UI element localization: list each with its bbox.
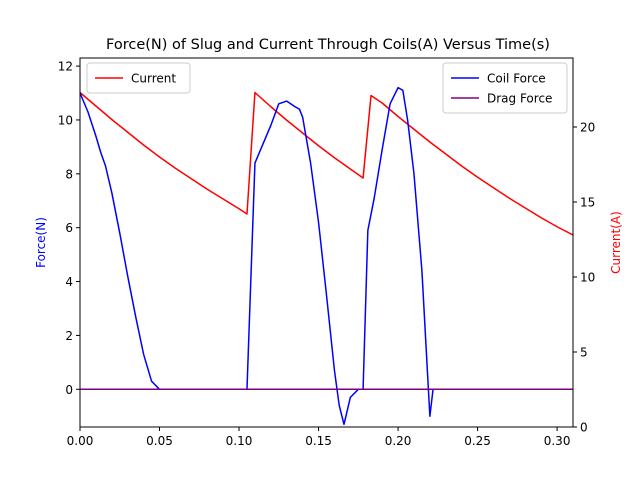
y-left-tick-label: 8 [65,167,73,181]
y-left-tick-label: 4 [65,275,73,289]
x-tick-label: 0.00 [67,434,94,448]
coil-force-line [79,86,573,426]
y-right-tick-label: 10 [580,271,595,285]
y-axis-left-label: Force(N) [34,217,48,268]
chart-title: Force(N) of Slug and Current Through Coi… [106,37,550,53]
x-tick-label: 0.10 [226,434,253,448]
legend-forces: Coil Force Drag Force [442,62,568,114]
legend-label: Coil Force [487,72,546,86]
x-tick-label: 0.25 [464,434,491,448]
x-tick-label: 0.05 [146,434,173,448]
legend-box [86,62,191,94]
y-right-tick-label: 5 [580,346,588,360]
legend-box [442,62,568,114]
y-left-tick-label: 12 [58,60,73,74]
x-tick-label: 0.20 [385,434,412,448]
y-left-tick-label: 6 [65,221,73,235]
y-right-tick-label: 20 [580,121,595,135]
y-right-tick-label: 0 [580,421,588,435]
current-line [79,91,574,236]
plot-lines [79,86,574,426]
legend-current: Current [86,62,191,94]
x-tick-label: 0.30 [544,434,571,448]
y-left-tick-label: 10 [58,113,73,127]
axes-frame [79,57,574,428]
y-axis-right-label: Current(A) [609,211,623,274]
y-left-tick-label: 0 [65,383,73,397]
y-left-tick-label: 2 [65,329,73,343]
y-right-tick-label: 15 [580,196,595,210]
x-tick-label: 0.15 [305,434,332,448]
x-axis: 0.00 0.05 0.10 0.15 0.20 0.25 0.30 [67,427,571,448]
legend-label: Drag Force [487,92,552,106]
y-axis-right: 0 5 10 15 20 [573,121,595,435]
legend-label: Current [131,72,176,86]
y-axis-left: 0 2 4 6 8 10 12 [58,60,80,397]
